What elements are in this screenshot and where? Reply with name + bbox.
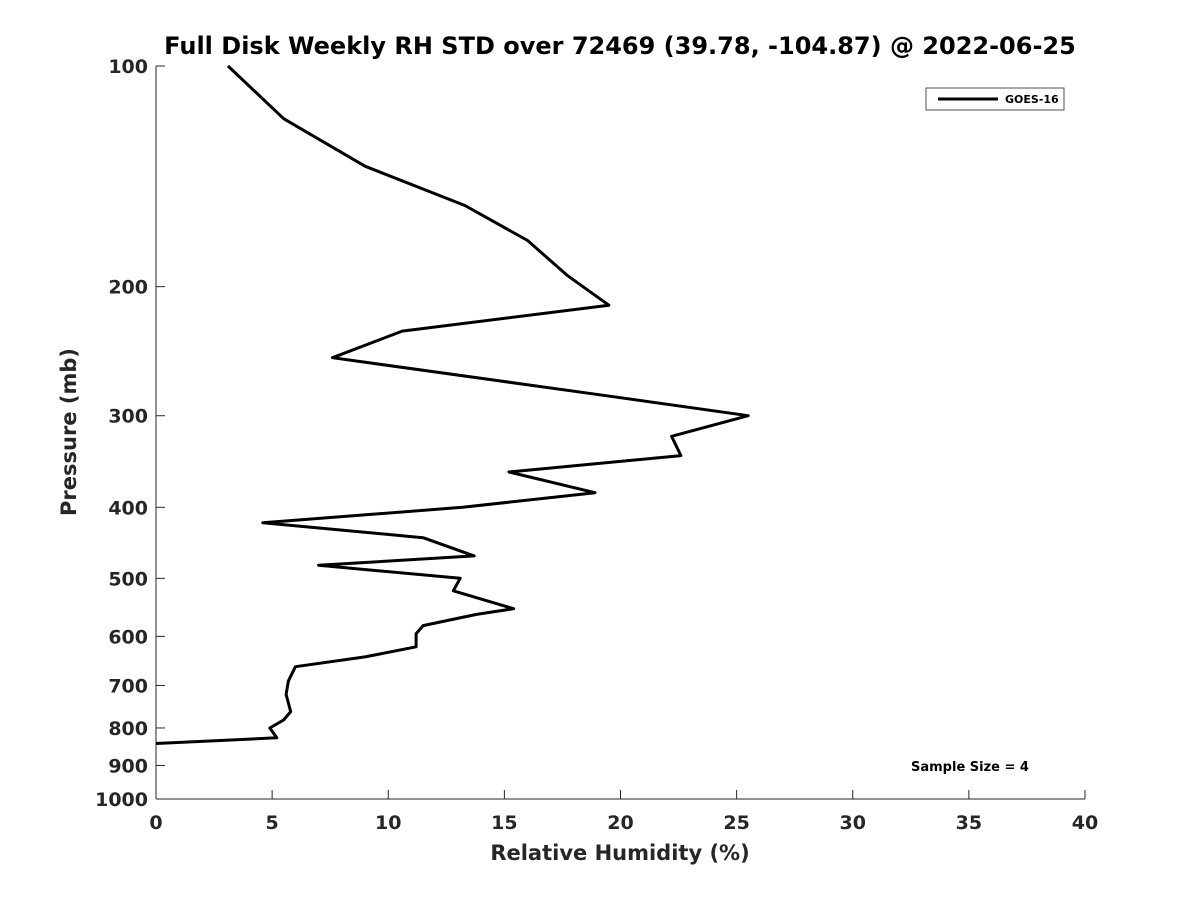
series-layer xyxy=(155,64,750,745)
y-axis-label: Pressure (mb) xyxy=(57,348,81,516)
x-tick-label: 10 xyxy=(375,812,401,834)
y-tick-label: 400 xyxy=(108,497,148,519)
sample-size-annotation: Sample Size = 4 xyxy=(911,760,1029,775)
x-tick-label: 40 xyxy=(1072,812,1098,834)
x-tick-label: 30 xyxy=(840,812,866,834)
x-axis-label: Relative Humidity (%) xyxy=(490,841,749,865)
legend: GOES-16 xyxy=(925,87,1065,111)
y-tick-label: 600 xyxy=(108,626,148,648)
x-tick-label: 0 xyxy=(149,812,162,834)
y-tick-label: 900 xyxy=(108,755,148,777)
legend-label: GOES-16 xyxy=(1005,93,1059,106)
y-axis-ticks: 100 200 300 400 500 600 700 800 900 1000 xyxy=(95,56,165,811)
series-line-goes-16 xyxy=(155,64,750,745)
y-tick-label: 100 xyxy=(108,56,148,78)
y-tick-label: 700 xyxy=(108,675,148,697)
x-tick-label: 5 xyxy=(266,812,279,834)
x-tick-label: 15 xyxy=(491,812,517,834)
y-tick-label: 200 xyxy=(108,277,148,299)
plot-area xyxy=(156,66,1085,799)
chart-title: Full Disk Weekly RH STD over 72469 (39.7… xyxy=(164,32,1076,60)
y-tick-label: 1000 xyxy=(95,789,148,811)
x-axis-ticks: 0 5 10 15 20 25 30 35 40 xyxy=(149,790,1098,834)
x-tick-label: 35 xyxy=(956,812,982,834)
y-tick-label: 300 xyxy=(108,406,148,428)
x-tick-label: 25 xyxy=(723,812,749,834)
y-tick-label: 800 xyxy=(108,718,148,740)
x-tick-label: 20 xyxy=(607,812,633,834)
y-tick-label: 500 xyxy=(108,568,148,590)
